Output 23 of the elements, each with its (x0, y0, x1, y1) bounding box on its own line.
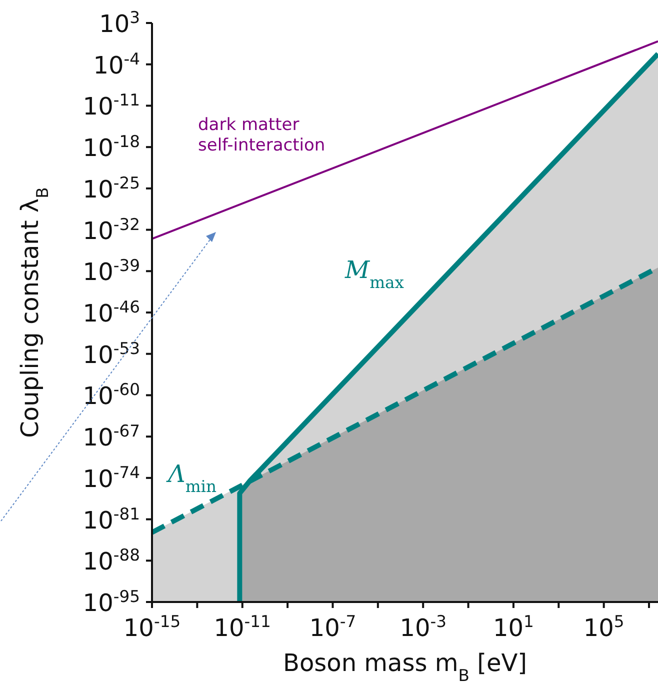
y-tick-label: 10$^{-46}$ (82, 297, 140, 328)
y-tick-label: 10$^{-67}$ (82, 421, 140, 452)
series-label: M$_{max}$ (344, 256, 404, 292)
x-tick-label: 10$^{-11}$ (214, 612, 271, 642)
y-tick-label: 10$^{-39}$ (82, 256, 140, 286)
x-tick-label: 10$^{5}$ (583, 612, 624, 642)
y-tick-label: 10$^{-18}$ (82, 132, 140, 162)
y-tick-label: 10$^{-4}$ (93, 48, 140, 80)
y-tick-label: 10$^{-74}$ (82, 462, 140, 493)
y-tick-label: 10$^{3}$ (99, 8, 140, 38)
x-tick-label: 10$^{-7}$ (309, 612, 356, 642)
y-tick-label: 10$^{-88}$ (82, 545, 140, 576)
y-tick-label: 10$^{-11}$ (82, 90, 140, 121)
y-tick-label: 10$^{-81}$ (82, 504, 140, 534)
y-tick-label: 10$^{-53}$ (82, 338, 140, 369)
y-tick-label: 10$^{-60}$ (82, 380, 140, 410)
y-tick-label: 10$^{-25}$ (82, 172, 140, 204)
series-label: Λ$_{min}$ (166, 460, 218, 496)
x-axis-title: Boson mass m$_{B}$ [eV] (282, 649, 528, 684)
x-tick-label: 10$^{-3}$ (400, 612, 447, 642)
x-tick-label: 10$^{1}$ (492, 612, 534, 642)
y-tick-label: 10$^{-32}$ (82, 214, 140, 245)
series-label: dark matter self-interaction (198, 115, 326, 156)
